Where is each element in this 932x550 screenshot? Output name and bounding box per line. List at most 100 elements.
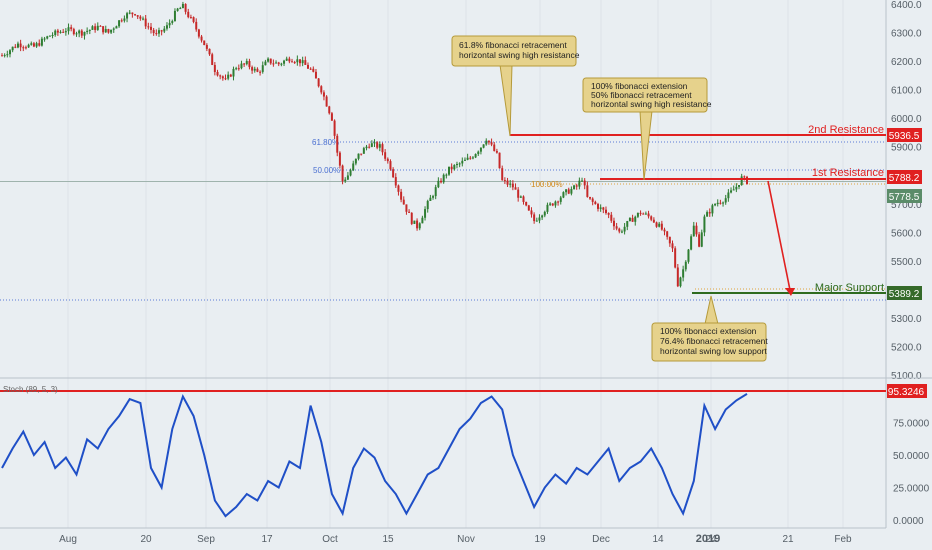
candle-body	[75, 33, 78, 35]
candle-body	[466, 157, 469, 160]
candle-body	[112, 28, 115, 30]
candle-body	[78, 30, 81, 34]
major-support-tag: 5389.2	[887, 286, 922, 300]
time-tick-label: Aug	[59, 534, 77, 545]
candle-body	[618, 228, 621, 232]
candle-body	[610, 214, 613, 221]
candle-body	[304, 60, 307, 65]
candle-body	[147, 26, 150, 28]
candle-body	[123, 18, 126, 21]
candle-body	[317, 78, 320, 87]
svg-text:horizontal swing low support: horizontal swing low support	[660, 346, 767, 356]
candle-body	[421, 217, 424, 224]
candle-body	[293, 62, 296, 64]
candle-body	[296, 59, 299, 63]
candle-body	[543, 211, 546, 216]
candle-body	[389, 161, 392, 170]
candle-body	[56, 30, 59, 33]
svg-text:5788.2: 5788.2	[889, 173, 920, 184]
time-tick-label: 20	[140, 534, 152, 545]
candle-body	[658, 223, 661, 227]
candle-body	[687, 249, 690, 262]
svg-text:5778.5: 5778.5	[889, 192, 920, 203]
candle-body	[96, 25, 99, 30]
candle-body	[546, 204, 549, 212]
candle-body	[104, 29, 107, 33]
annotation-fib-extension-support[interactable]: 100% fibonacci extension 76.4% fibonacci…	[651, 295, 768, 362]
candle-body	[333, 120, 336, 136]
candle-body	[189, 17, 192, 19]
candle-body	[458, 163, 461, 165]
candle-body	[408, 211, 411, 213]
time-tick-label: Oct	[322, 534, 338, 545]
candle-body	[173, 10, 176, 22]
candle-body	[671, 243, 674, 249]
candle-body	[157, 30, 160, 34]
annotation-fib-extension-resistance[interactable]: 100% fibonacci extension 50% fibonacci r…	[582, 77, 712, 181]
candle-body	[719, 202, 722, 204]
candle-body	[275, 62, 278, 64]
price-tick-label: 6400.0	[891, 0, 922, 11]
candle-body	[181, 3, 184, 9]
candle-body	[91, 26, 94, 30]
candle-body	[746, 176, 748, 185]
candle-body	[314, 71, 317, 79]
candle-body	[612, 220, 615, 227]
candle-body	[373, 142, 376, 144]
candle-body	[416, 220, 419, 229]
time-tick-label: Dec	[592, 534, 610, 545]
annotation-fib-618[interactable]: 61.8% fibonacci retracement horizontal s…	[451, 35, 580, 137]
candle-body	[535, 220, 538, 222]
fib-618-label: 61.80%	[312, 138, 339, 147]
candle-body	[738, 185, 741, 187]
candle-body	[272, 63, 275, 65]
candle-body	[695, 225, 698, 235]
projection-arrow-line	[767, 180, 791, 291]
candle-body	[426, 200, 429, 210]
candle-body	[43, 38, 46, 40]
candle-body	[245, 61, 248, 65]
candle-body	[83, 31, 86, 36]
candle-body	[224, 78, 227, 80]
candle-body	[469, 157, 472, 159]
candle-body	[184, 3, 187, 12]
candle-body	[195, 21, 198, 30]
candle-body	[344, 179, 347, 182]
candle-body	[22, 47, 25, 49]
candle-body	[341, 165, 344, 182]
candle-body	[400, 191, 403, 200]
candle-body	[232, 68, 235, 77]
candle-body	[370, 143, 373, 147]
candle-body	[211, 54, 214, 65]
candle-body	[442, 174, 445, 183]
candle-body	[626, 221, 629, 227]
candle-body	[448, 166, 450, 175]
candle-body	[501, 168, 504, 181]
candle-body	[424, 209, 427, 218]
candle-body	[120, 20, 123, 22]
candle-body	[554, 201, 557, 206]
candle-body	[352, 163, 355, 171]
candle-body	[94, 26, 97, 30]
candle-body	[519, 196, 522, 198]
candle-body	[86, 30, 89, 32]
candle-body	[46, 36, 49, 39]
svg-text:61.8% fibonacci retracement: 61.8% fibonacci retracement	[459, 40, 567, 50]
price-tick-label: 5600.0	[891, 228, 922, 239]
candle-body	[267, 58, 270, 62]
candle-body	[450, 166, 453, 170]
candle-body	[647, 213, 650, 217]
candle-body	[434, 187, 437, 197]
candle-body	[144, 18, 147, 27]
candle-body	[160, 30, 163, 32]
candle-body	[27, 44, 30, 48]
candle-body	[229, 74, 232, 77]
candle-body	[354, 158, 357, 164]
candle-body	[285, 58, 288, 61]
candle-body	[155, 33, 158, 35]
candle-body	[474, 154, 477, 158]
time-tick-label: 17	[261, 534, 273, 545]
time-tick-label: 19	[534, 534, 546, 545]
candle-body	[674, 248, 677, 268]
candle-body	[620, 231, 623, 233]
